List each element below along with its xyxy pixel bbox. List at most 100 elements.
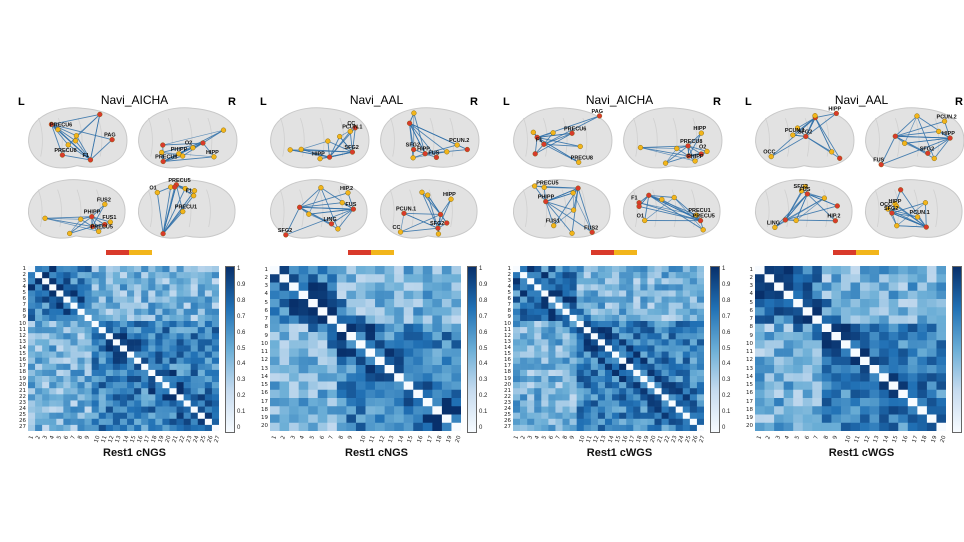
matrix-cell: [403, 356, 414, 366]
matrix-cell: [91, 376, 100, 383]
matrix-cell: [42, 284, 50, 291]
connection-edge: [161, 142, 204, 153]
matrix-cell: [696, 327, 705, 334]
matrix-cell: [270, 373, 280, 382]
matrix-cell: [597, 382, 606, 389]
matrix-cell: [626, 302, 634, 310]
matrix-cell: [548, 357, 556, 365]
matrix-cell: [936, 348, 947, 358]
matrix-cell: [675, 376, 684, 383]
matrix-cell: [527, 418, 535, 426]
matrix-cell: [63, 333, 71, 340]
node-label: FUS: [345, 202, 356, 208]
matrix-cell: [860, 282, 870, 292]
matrix-cell: [403, 389, 414, 399]
matrix-cell: [49, 284, 57, 291]
matrix-cell: [647, 412, 655, 420]
matrix-cell: [270, 315, 280, 325]
matrix-cell: [907, 274, 918, 283]
matrix-cell: [384, 274, 395, 283]
column-tick-label: 15: [614, 435, 623, 444]
matrix-cell: [647, 266, 655, 273]
connection-edge: [895, 135, 951, 139]
matrix-cell: [604, 345, 613, 352]
row-tick-label: 1: [264, 266, 269, 273]
matrix-cell: [527, 333, 535, 340]
matrix-cell: [155, 376, 163, 383]
brain-node: [531, 183, 538, 189]
brain-sulcus: [804, 117, 810, 157]
connection-edge: [887, 208, 918, 218]
matrix-cell: [541, 339, 549, 346]
matrix-cell: [28, 314, 36, 322]
colorbar-tick: 0.2: [722, 393, 731, 400]
matrix-cell: [375, 299, 385, 308]
brain-node: [410, 155, 416, 161]
node-label: CC: [393, 225, 401, 231]
brain-view: PHIPP FUS1 FUS2 PRECU5: [22, 176, 130, 244]
matrix-cell: [576, 339, 585, 346]
matrix-cell: [583, 357, 592, 365]
matrix-cell: [898, 348, 909, 358]
connection-edge: [801, 190, 825, 199]
matrix-cell: [541, 406, 549, 413]
matrix-cell: [562, 357, 570, 365]
matrix-cell: [917, 282, 928, 292]
matrix-cell: [183, 400, 191, 407]
matrix-cell: [432, 406, 443, 415]
matrix-cell: [98, 314, 107, 322]
matrix-cell: [696, 357, 705, 365]
matrix-cell: [541, 424, 549, 432]
matrix-cell: [647, 351, 655, 358]
connection-edge: [162, 187, 172, 234]
matrix-cell: [279, 266, 290, 275]
matrix-cell: [569, 394, 577, 401]
matrix-cell: [682, 272, 691, 279]
matrix-cell: [831, 422, 842, 432]
brain-sulcus: [874, 189, 880, 228]
matrix-cell: [155, 284, 163, 291]
matrix-cell: [604, 351, 613, 358]
matrix-cell: [63, 363, 71, 371]
matrix-cell: [365, 299, 376, 308]
brain-node: [349, 149, 356, 155]
matrix-cell: [355, 282, 366, 292]
matrix-cell: [84, 369, 92, 377]
matrix-cell: [654, 308, 662, 316]
matrix-cell: [432, 422, 443, 432]
matrix-cell: [793, 323, 804, 333]
matrix-cell: [162, 406, 170, 413]
connection-edge: [421, 192, 441, 215]
matrix-cell: [860, 356, 870, 366]
matrix-cell: [569, 376, 577, 383]
row-tick-label: 18: [261, 406, 268, 413]
matrix-cell: [308, 290, 319, 300]
matrix-cell: [821, 315, 832, 325]
connection-edge: [409, 123, 414, 158]
colorbar-tick: 0.5: [237, 345, 246, 352]
matrix-cell: [84, 363, 92, 371]
matrix-cell: [936, 373, 947, 382]
matrix-cell: [831, 323, 842, 333]
matrix-cell: [42, 290, 50, 297]
matrix-cell: [105, 272, 114, 279]
matrix-cell: [597, 412, 606, 420]
connection-edge: [409, 122, 448, 153]
matrix-cell: [279, 332, 290, 341]
matrix-cell: [783, 414, 794, 424]
row-tick-label: 1: [507, 265, 512, 272]
matrix-cell: [336, 323, 347, 333]
matrix-cell: [355, 356, 366, 366]
matrix-cell: [633, 284, 641, 291]
matrix-cell: [375, 282, 385, 292]
matrix-cell: [562, 266, 570, 273]
matrix-cell: [888, 365, 899, 374]
matrix-cell: [413, 389, 424, 399]
matrix-cell: [774, 290, 784, 300]
matrix-cell: [541, 290, 549, 297]
matrix-cell: [119, 266, 128, 273]
brain-node: [782, 217, 788, 223]
matrix-cell: [155, 345, 163, 352]
matrix-cell: [211, 406, 220, 413]
brain-node: [159, 149, 165, 156]
